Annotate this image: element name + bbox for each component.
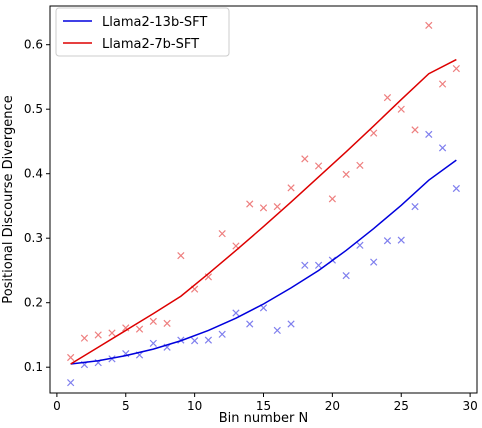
x-tick-label: 15: [256, 399, 271, 413]
y-axis-ticks: 0.1 0.2 0.3 0.4 0.5 0.6: [24, 38, 50, 374]
data-point-x-marker: [383, 237, 392, 245]
data-point-x-marker: [149, 339, 157, 347]
data-point-x-marker: [218, 330, 226, 338]
data-point-x-marker: [232, 309, 240, 317]
y-tick-label: 0.6: [24, 38, 43, 52]
data-point-x-marker: [273, 202, 281, 211]
fit-lines: [70, 58, 457, 365]
series-llama2-7b-sft: [67, 21, 460, 362]
x-tick-label: 5: [122, 399, 130, 413]
legend-entry-label: Llama2-13b-SFT: [102, 15, 207, 30]
data-point-x-marker: [314, 261, 323, 269]
data-point-x-marker: [67, 353, 75, 362]
data-point-x-marker: [218, 230, 226, 238]
x-tick-label: 30: [462, 399, 477, 413]
data-point-x-marker: [411, 202, 419, 211]
data-point-x-marker: [301, 261, 309, 269]
data-point-x-marker: [383, 93, 392, 102]
data-point-x-marker: [259, 204, 268, 212]
data-point-x-marker: [80, 334, 89, 342]
data-point-x-marker: [314, 162, 323, 170]
x-axis-ticks: 0 5 10 15 20 25 30: [53, 393, 478, 413]
data-point-x-marker: [411, 126, 419, 134]
data-point-x-marker: [94, 331, 102, 339]
data-point-x-marker: [177, 251, 185, 260]
data-point-x-marker: [301, 155, 309, 163]
data-point-x-marker: [246, 320, 254, 328]
fit-line-llama2-13b-sft: [70, 159, 457, 365]
data-point-x-marker: [273, 326, 281, 335]
data-point-x-marker: [370, 129, 378, 137]
x-axis-label: Bin number N: [219, 411, 309, 426]
y-tick-label: 0.2: [24, 296, 43, 310]
data-point-x-marker: [425, 21, 433, 29]
legend-entry-label: Llama2-7b-SFT: [102, 37, 199, 52]
data-point-x-marker: [204, 336, 213, 344]
y-tick-label: 0.5: [24, 102, 43, 116]
data-point-x-marker: [397, 236, 405, 244]
legend-box: [55, 7, 230, 57]
y-axis-label: Positional Discourse Divergence: [1, 95, 16, 303]
data-point-x-marker: [452, 64, 460, 73]
y-tick-label: 0.1: [24, 360, 43, 374]
x-tick-label: 20: [325, 399, 340, 413]
data-point-x-marker: [356, 161, 364, 169]
data-markers: [67, 21, 460, 387]
data-point-x-marker: [149, 317, 157, 326]
fit-line-llama2-7b-sft: [70, 58, 457, 365]
data-point-x-marker: [287, 184, 295, 192]
data-point-x-marker: [328, 195, 336, 203]
data-point-x-marker: [452, 184, 460, 193]
data-point-x-marker: [342, 170, 350, 178]
data-point-x-marker: [438, 144, 447, 152]
legend: Llama2-13b-SFT Llama2-7b-SFT: [55, 7, 230, 57]
data-point-x-marker: [108, 329, 116, 337]
data-point-x-marker: [191, 337, 199, 345]
data-point-x-marker: [397, 105, 405, 113]
data-point-x-marker: [67, 379, 75, 387]
data-point-x-marker: [246, 200, 254, 208]
data-point-x-marker: [438, 80, 447, 88]
x-tick-label: 25: [394, 399, 409, 413]
x-tick-label: 0: [53, 399, 61, 413]
data-point-x-marker: [135, 325, 144, 333]
data-point-x-marker: [356, 241, 364, 249]
y-tick-label: 0.4: [24, 167, 43, 181]
y-tick-label: 0.3: [24, 231, 43, 245]
data-point-x-marker: [163, 319, 171, 327]
data-point-x-marker: [370, 258, 378, 266]
x-tick-label: 10: [187, 399, 202, 413]
data-point-x-marker: [425, 130, 433, 138]
data-point-x-marker: [287, 320, 295, 328]
data-point-x-marker: [342, 271, 350, 280]
